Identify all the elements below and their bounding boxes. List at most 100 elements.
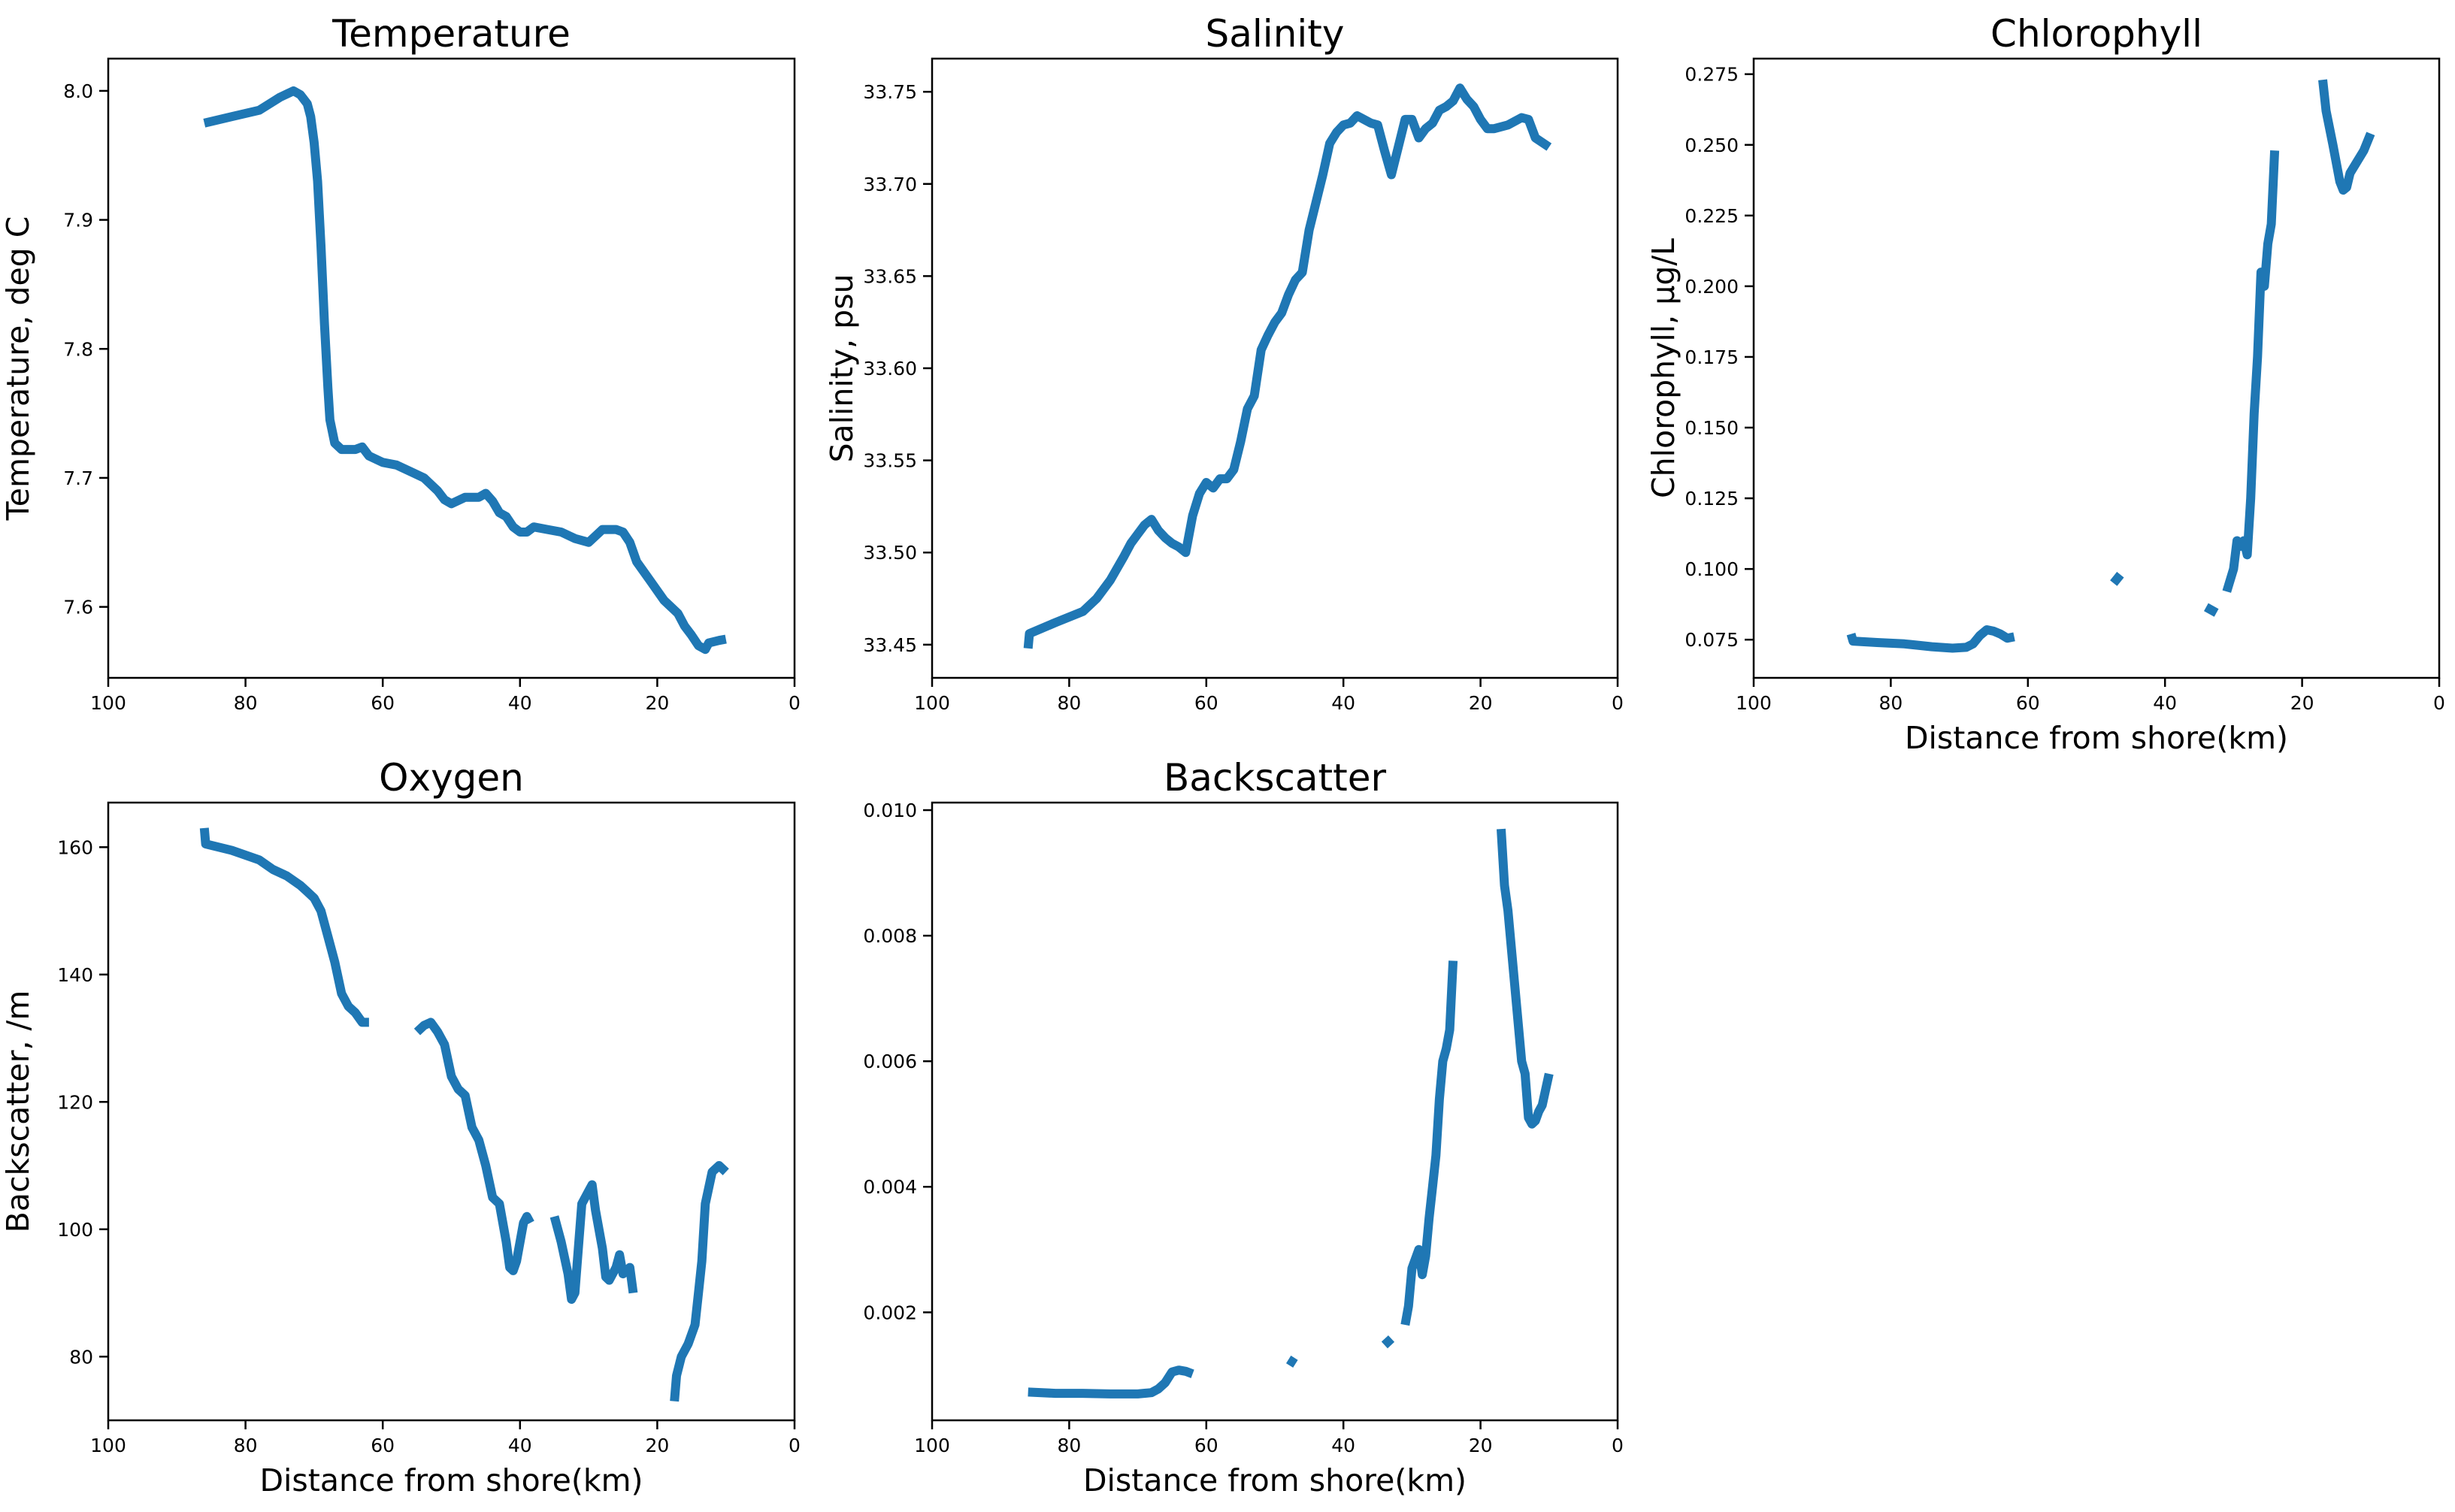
x-tick-label: 20 [645, 692, 669, 714]
y-tick-label: 120 [57, 1091, 93, 1113]
x-tick-label: 60 [1194, 692, 1218, 714]
x-tick-label: 100 [914, 692, 950, 714]
y-tick-label: 0.250 [1685, 135, 1739, 156]
x-axis-label: Distance from shore(km) [1905, 720, 2288, 756]
x-tick-label: 100 [90, 692, 126, 714]
y-tick-label: 0.150 [1685, 417, 1739, 439]
series-group [1846, 79, 2375, 653]
x-tick-label: 80 [1057, 1435, 1081, 1456]
series-line-segment-1 [199, 827, 369, 1027]
plot-frame [1752, 57, 2441, 679]
y-tick-label: 100 [57, 1219, 93, 1241]
x-tick-label: 20 [2290, 692, 2314, 714]
series-line-segment-2 [413, 1018, 534, 1275]
plot-frame [107, 57, 796, 679]
y-tick-label: 0.125 [1685, 488, 1739, 510]
series-line-segment-4 [670, 1161, 729, 1402]
y-tick-label: 0.275 [1685, 64, 1739, 86]
chart-panel-2: 100 80 60 40 20 0 33.45 33.50 33.55 33.60 33.65 33.… [824, 12, 1624, 714]
x-tick-label: 80 [1878, 692, 1903, 714]
x-tick-label: 100 [914, 1435, 950, 1456]
series-line-segment-5 [2318, 79, 2375, 195]
y-axis-label: Temperature, deg C [0, 216, 36, 522]
x-tick-label: 0 [1612, 1435, 1624, 1456]
x-tick-label: 0 [789, 1435, 801, 1456]
y-tick-label: 0.225 [1685, 205, 1739, 227]
x-tick-label: 40 [2153, 692, 2177, 714]
series-line-segment-4 [2222, 150, 2280, 593]
y-tick-label: 0.008 [863, 925, 917, 947]
series-line-segment-2 [2110, 571, 2124, 586]
y-tick-label: 80 [69, 1346, 93, 1368]
series-line-segment-1 [203, 86, 727, 655]
series-line-segment-3 [2203, 603, 2219, 617]
chart-title: Chlorophyll [1990, 12, 2202, 56]
chart-panel-1: 100 80 60 40 20 0 7.6 7.7 7.8 7.9 8.0 Temperature Te… [0, 12, 801, 714]
y-tick-label: 7.8 [63, 338, 93, 360]
y-tick-label: 7.9 [63, 210, 93, 231]
x-tick-label: 100 [90, 1435, 126, 1456]
plot-frame [107, 801, 796, 1422]
series-group [1023, 83, 1552, 649]
y-tick-label: 33.55 [863, 450, 917, 472]
chart-title: Backscatter [1164, 756, 1387, 800]
y-tick-label: 33.65 [863, 265, 917, 287]
x-tick-label: 40 [508, 692, 532, 714]
series-group [203, 86, 727, 655]
y-tick-label: 0.010 [863, 800, 917, 821]
series-line-segment-3 [549, 1180, 638, 1304]
x-tick-label: 0 [1612, 692, 1624, 714]
series-line-segment-5 [1497, 828, 1554, 1129]
y-tick-label: 33.50 [863, 542, 917, 564]
series-line-segment-1 [1023, 83, 1552, 649]
series-group [199, 827, 729, 1402]
plot-frame [931, 801, 1619, 1422]
y-tick-label: 0.004 [863, 1176, 917, 1198]
y-tick-label: 0.006 [863, 1051, 917, 1072]
y-tick-label: 33.45 [863, 634, 917, 656]
x-tick-label: 80 [1057, 692, 1081, 714]
plot-frame [931, 57, 1619, 679]
y-tick-label: 33.75 [863, 81, 917, 103]
y-tick-label: 140 [57, 964, 93, 986]
y-tick-label: 0.100 [1685, 558, 1739, 580]
chart-panel-5: 100 80 60 40 20 0 0.002 0.004 0.006 0.008 0.010 Bac… [863, 756, 1624, 1498]
y-tick-label: 0.075 [1685, 629, 1739, 651]
x-tick-label: 60 [371, 1435, 395, 1456]
x-tick-label: 0 [2433, 692, 2445, 714]
chart-title: Oxygen [379, 756, 524, 800]
x-tick-label: 20 [645, 1435, 669, 1456]
series-line-segment-1 [1846, 625, 2015, 653]
y-tick-label: 0.200 [1685, 276, 1739, 298]
y-tick-label: 8.0 [63, 80, 93, 102]
x-tick-label: 60 [371, 692, 395, 714]
y-axis-label: Chlorophyll, µg/L [1645, 238, 1682, 498]
y-tick-label: 160 [57, 836, 93, 858]
y-tick-label: 7.7 [63, 467, 93, 489]
x-tick-label: 40 [1331, 692, 1355, 714]
chart-title: Salinity [1206, 12, 1345, 56]
chart-panel-3: 100 80 60 40 20 0 0.075 0.100 0.125 0.150 0.175 0.2… [1645, 12, 2445, 756]
y-axis-label: Backscatter, /m [0, 990, 36, 1233]
x-tick-label: 60 [2016, 692, 2040, 714]
y-axis-label: Salinity, psu [824, 274, 860, 462]
x-tick-label: 20 [1469, 1435, 1493, 1456]
x-tick-label: 20 [1469, 692, 1493, 714]
x-tick-label: 100 [1736, 692, 1772, 714]
y-tick-label: 7.6 [63, 597, 93, 618]
y-tick-label: 33.60 [863, 358, 917, 380]
x-axis-label: Distance from shore(km) [259, 1462, 643, 1498]
y-tick-label: 0.175 [1685, 346, 1739, 368]
y-tick-label: 33.70 [863, 174, 917, 195]
chart-title: Temperature [331, 12, 571, 56]
series-line-segment-4 [1400, 960, 1458, 1326]
series-line-segment-2 [1286, 1355, 1298, 1368]
x-tick-label: 40 [508, 1435, 532, 1456]
series-line-segment-1 [1028, 1365, 1194, 1399]
y-tick-label: 0.002 [863, 1302, 917, 1323]
x-tick-label: 40 [1331, 1435, 1355, 1456]
x-tick-label: 80 [234, 692, 258, 714]
x-axis-label: Distance from shore(km) [1083, 1462, 1467, 1498]
x-tick-label: 60 [1194, 1435, 1218, 1456]
